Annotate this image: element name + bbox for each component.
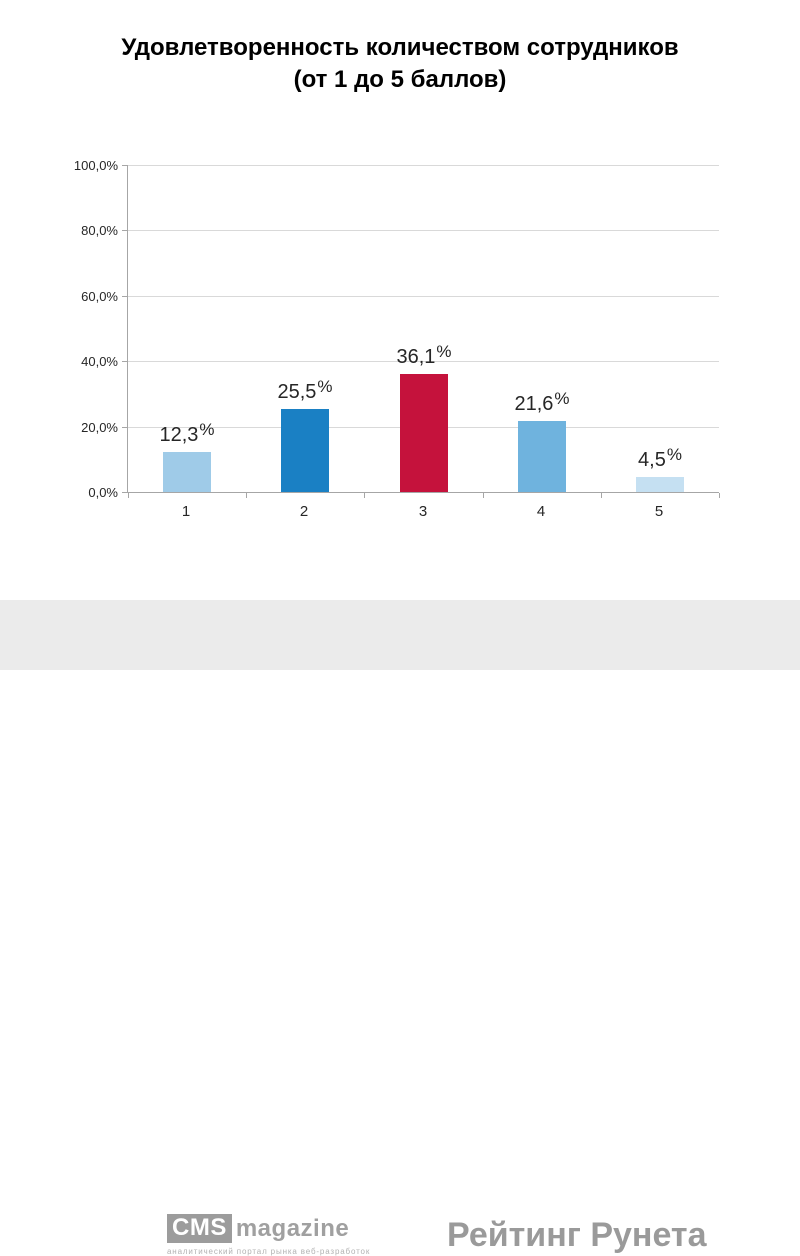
value-number: 25,5 [277, 381, 317, 403]
percent-sign: % [317, 377, 333, 396]
cms-logo-box: CMS [167, 1214, 232, 1243]
bar-category-1 [163, 452, 211, 492]
y-axis-label-80: 80,0% [81, 223, 118, 239]
x-axis-label-4: 4 [536, 503, 546, 520]
x-axis-label-3: 3 [418, 503, 428, 520]
y-axis-tick-20 [122, 426, 128, 428]
cms-logo-suffix: magazine [235, 1215, 350, 1242]
value-label-5: 4,5% [600, 445, 720, 472]
plot-area: 12,3% 25,5% 36,1% 21,6% 4,5% [122, 165, 720, 498]
bar-category-2 [281, 409, 329, 492]
chart-title-line-2: (от 1 до 5 баллов) [293, 66, 507, 93]
footer-band: CMS magazine аналитический портал рынка … [0, 600, 800, 1256]
y-axis-tick-100 [122, 165, 128, 166]
x-axis-tick-1 [246, 493, 247, 498]
value-number: 4,5 [638, 449, 666, 471]
percent-sign: % [199, 420, 215, 439]
y-axis-label-60: 60,0% [81, 288, 118, 304]
bar-category-4 [518, 421, 566, 492]
x-axis-tick-5 [719, 493, 720, 498]
chart-title-line-1: Удовлетворенность количеством сотруднико… [121, 34, 679, 61]
y-axis-tick-80 [122, 230, 128, 232]
x-axis-label-5: 5 [654, 503, 664, 520]
value-number: 36,1 [396, 346, 436, 368]
x-axis-tick-2 [364, 493, 365, 498]
y-axis-label-20: 20,0% [81, 419, 118, 435]
x-axis-tick-0 [128, 493, 129, 498]
percent-sign: % [666, 445, 682, 464]
gridline-40 [128, 361, 719, 363]
y-axis-tick-60 [122, 295, 128, 297]
percent-sign: % [436, 342, 452, 361]
y-axis-label-100: 100,0% [73, 158, 118, 173]
y-axis-tick-0 [122, 492, 128, 493]
cms-magazine-logo: CMS magazine аналитический портал рынка … [167, 1214, 371, 1256]
y-axis-label-0: 0,0% [88, 485, 118, 500]
x-axis-tick-4 [601, 493, 602, 498]
cms-logo-row: CMS magazine [167, 1214, 357, 1243]
gridline-100 [128, 165, 719, 166]
bar-category-3 [400, 374, 448, 492]
value-label-4: 21,6% [482, 389, 602, 416]
rating-runet-logo: Рейтинг Рунета [447, 1216, 707, 1254]
bar-category-5 [636, 477, 684, 492]
x-axis-label-2: 2 [299, 503, 309, 520]
value-number: 12,3 [159, 424, 199, 446]
y-axis-tick-40 [122, 361, 128, 363]
percent-sign: % [554, 389, 570, 408]
report-page: Удовлетворенность количеством сотруднико… [0, 32, 800, 1256]
chart-title: Удовлетворенность количеством сотруднико… [0, 32, 800, 96]
x-axis-tick-3 [483, 493, 484, 498]
gridline-60 [128, 295, 719, 297]
value-label-1: 12,3% [127, 420, 247, 447]
y-axis-label-40: 40,0% [81, 354, 118, 370]
gridline-80 [128, 230, 719, 232]
value-label-2: 25,5% [245, 377, 365, 404]
cms-logo-tagline: аналитический портал рынка веб-разработо… [167, 1247, 371, 1256]
x-axis-label-1: 1 [181, 503, 191, 520]
value-label-3: 36,1% [364, 342, 484, 369]
value-number: 21,6 [514, 393, 554, 415]
